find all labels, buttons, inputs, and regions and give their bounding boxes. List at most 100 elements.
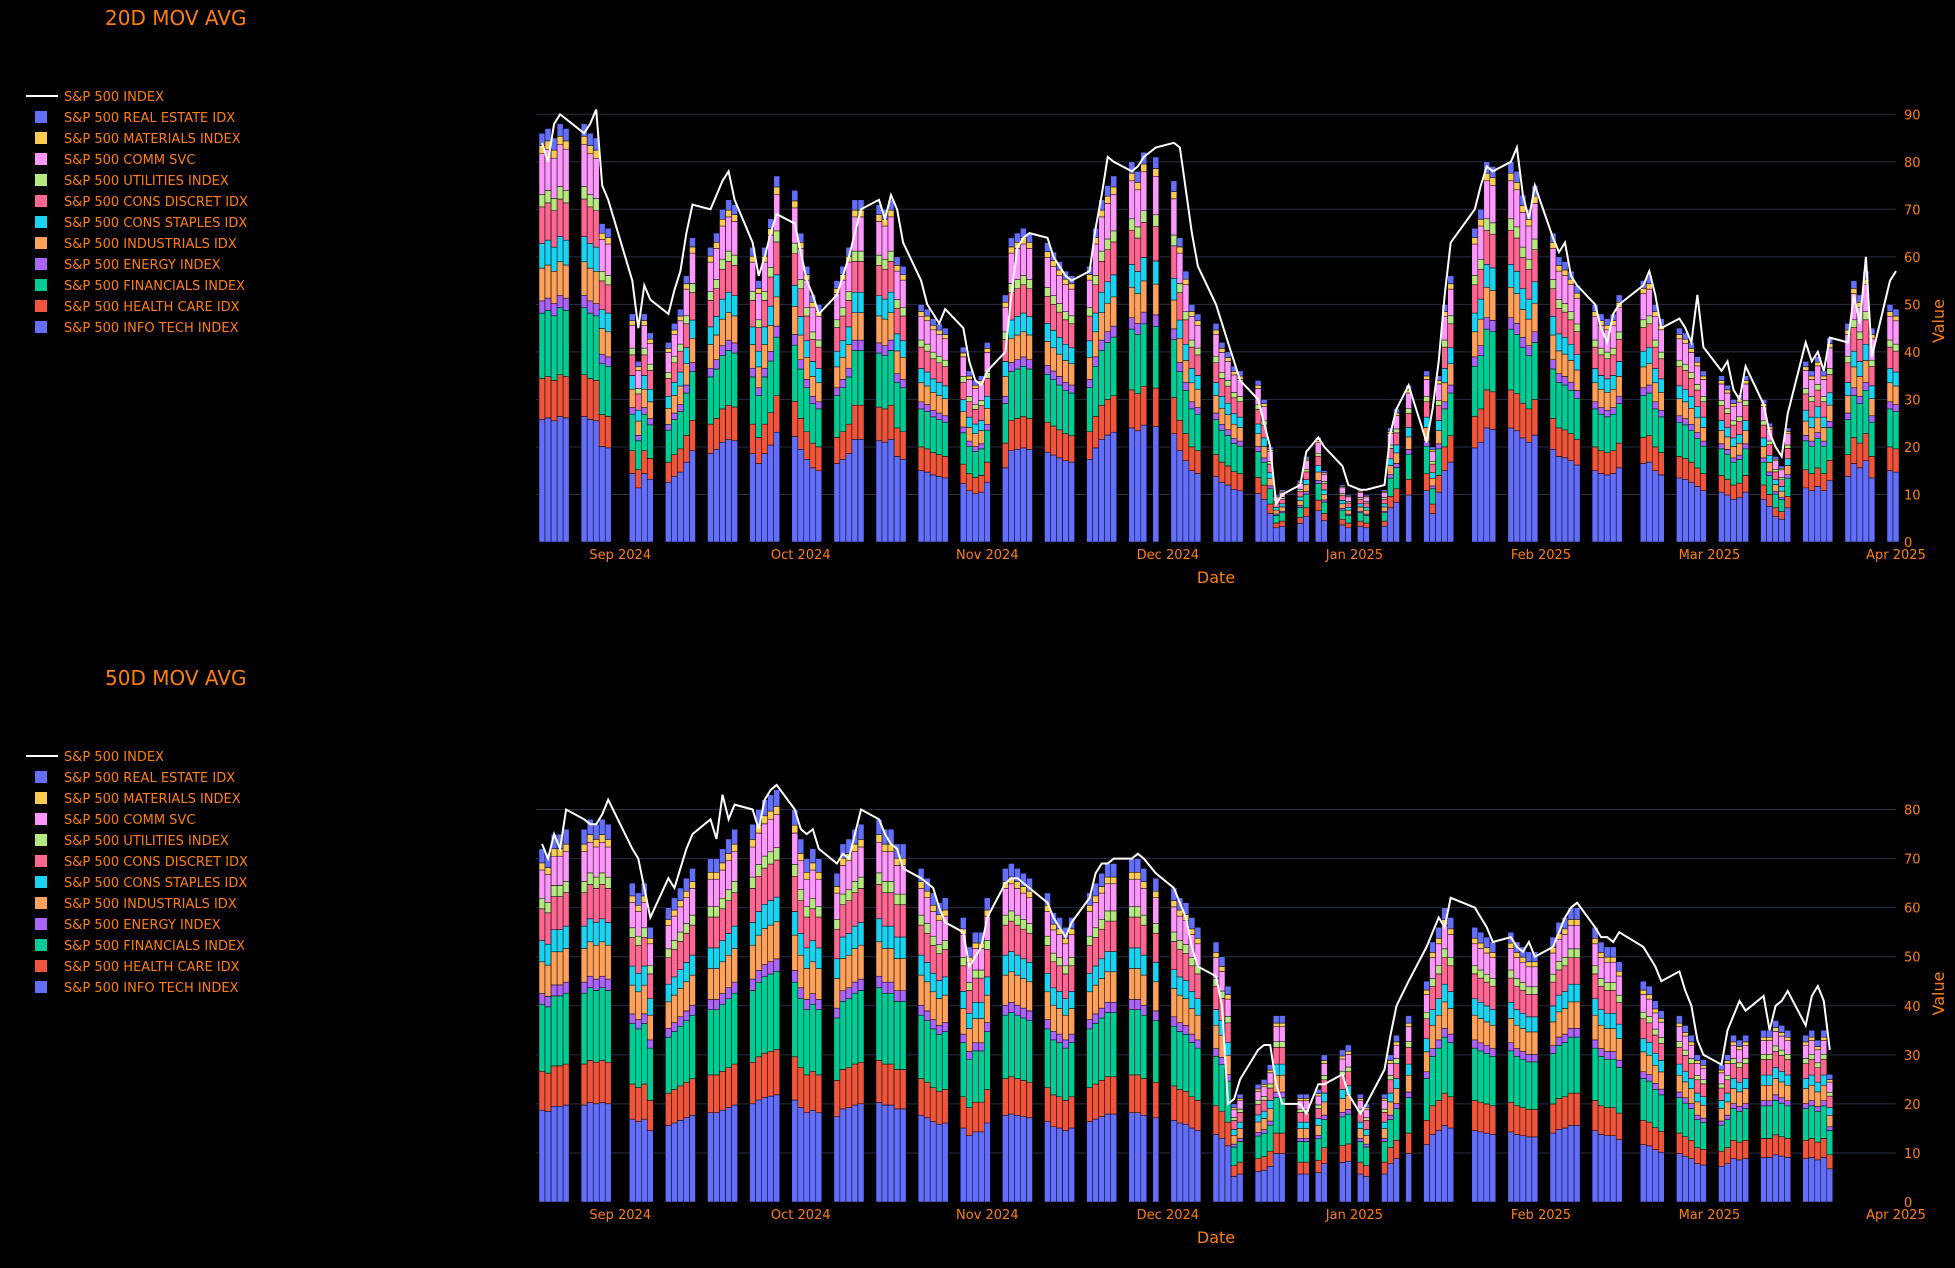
chart-2-bar-segment [845,889,853,901]
chart-2-bar-segment [1134,1009,1142,1076]
chart-2-bar-segment [1549,1132,1557,1203]
chart-1-bar-segment [1357,497,1364,500]
chart-1-bar-segment [1393,444,1400,454]
chart-1-bar-segment [1128,328,1136,391]
chart-2-bar-segment [1597,941,1605,953]
chart-1-bar-segment [1182,433,1190,461]
chart-1-bar-segment [875,221,883,256]
chart-2-bar-segment [1555,961,1563,971]
chart-1-bar-segment [1339,494,1346,501]
chart-2-bar-segment [1814,1039,1822,1047]
chart-2-bar-segment [1218,966,1226,972]
chart-2-bar-segment [881,992,889,1065]
chart-1-bar-segment [1730,420,1737,426]
chart-2-bar-segment [629,902,636,929]
chart-1-bar-segment [635,420,642,436]
chart-2-bar-segment [1092,937,1099,967]
chart-2-bar-segment [803,1112,811,1203]
chart-1-bar-segment [629,388,636,408]
chart-1-bar-segment [1212,355,1220,364]
chart-2-bar-segment [1573,1028,1581,1038]
chart-1-bar-segment [1682,343,1689,365]
chart-1-bar-segment [1483,328,1491,391]
chart-1-bar-segment [1513,237,1521,272]
chart-1-bar-segment [1525,408,1533,443]
chart-1-bar-segment [592,157,600,199]
chart-2-legend-label: S&P 500 CONS DISCRET IDX [64,855,248,870]
chart-1-bar-segment [1182,343,1190,361]
chart-1-bar-segment [1296,489,1304,492]
chart-2-bar-segment [1345,1044,1352,1052]
chart-1-bar-segment [1609,388,1617,408]
chart-1-bar-segment [1260,484,1268,500]
chart-2-bar-segment [1658,1088,1665,1096]
chart-2-bar-segment [1134,1074,1142,1113]
chart-1-bar-segment [773,230,780,243]
chart-1-bar-segment [1447,461,1454,543]
chart-2-bar-segment [845,933,853,956]
chart-2-bar-segment [1784,1059,1791,1076]
chart-1-bar-segment [749,453,756,543]
chart-2-bar-segment [1483,947,1491,954]
chart-2-bar-segment [1507,1131,1515,1203]
chart-1-bar-segment [641,313,648,321]
chart-1-bar-segment [1609,413,1617,451]
chart-2-bar-segment [1531,986,1539,995]
chart-1-bar-segment [1507,287,1515,318]
chart-2-bar-segment [1820,1157,1828,1203]
chart-2-bar-segment [1519,1012,1527,1029]
chart-1-bar-segment [1188,339,1196,348]
chart-1-bar-segment [857,339,865,351]
chart-2-bar-segment [671,1022,678,1032]
chart-2-bar-segment [1098,886,1105,894]
chart-1-bar-segment [598,223,606,234]
chart-1-bar-segment [1549,449,1557,543]
chart-1-bar-segment [707,291,714,301]
chart-1-bar-segment [755,463,762,543]
chart-1-legend-swatch [35,111,47,123]
chart-2-bar-segment [1266,1124,1274,1152]
chart-2-bar-segment [1405,1063,1412,1076]
chart-1-bar-segment [604,228,612,238]
chart-2-bar-segment [1092,902,1099,929]
chart-2-bar-segment [604,922,612,946]
chart-2-bar-segment [1525,1061,1533,1110]
chart-2-bar-segment [1254,1091,1262,1101]
chart-1-bar-segment [1423,401,1430,418]
chart-1-bar-segment [1278,498,1286,505]
chart-1-bar-segment [1044,323,1051,342]
chart-1-bar-segment [1140,210,1148,223]
chart-2-bar-segment [707,858,714,873]
chart-2-bar-segment [1676,1015,1683,1024]
chart-2-bar-segment [1218,1110,1226,1139]
chart-2-bar-segment [1050,987,1057,1006]
chart-1-bar-segment [845,326,853,345]
chart-2-bar-segment [1194,998,1202,1016]
chart-1-bar-segment [641,325,648,349]
chart-2-bar-segment [1676,1097,1683,1134]
chart-1-bar-segment [1531,203,1539,240]
chart-1-bar-segment [1020,366,1027,417]
chart-2-bar-segment [923,897,931,924]
chart-2-bar-segment [1640,1144,1647,1203]
chart-2-bar-segment [1212,1134,1220,1203]
chart-2-bar-segment [556,855,564,886]
chart-2-bar-segment [1128,906,1136,918]
chart-2-bar-segment [1676,1132,1683,1154]
chart-2-bar-segment [1254,1135,1262,1159]
chart-2-bar-segment [1573,948,1581,958]
chart-1-legend-swatch [35,132,47,144]
chart-2-bar-segment [1652,1127,1659,1150]
chart-2-bar-segment [1405,1047,1412,1065]
chart-2-bar-segment [1597,1056,1605,1107]
chart-2-bar-segment [923,981,931,1012]
chart-1-bar-segment [941,366,949,387]
chart-1-bar-segment [647,389,654,403]
chart-1-bar-segment [1315,442,1322,454]
chart-2-bar-segment [1471,927,1479,939]
chart-1-bar-segment [629,473,636,543]
chart-1-bar-segment [1236,416,1244,428]
chart-2-bar-segment [1363,1146,1370,1166]
chart-2-bar-segment [1429,957,1436,979]
chart-2-bar-segment [1321,1092,1328,1103]
